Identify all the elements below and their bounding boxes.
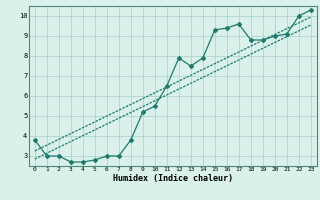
X-axis label: Humidex (Indice chaleur): Humidex (Indice chaleur) [113,174,233,183]
